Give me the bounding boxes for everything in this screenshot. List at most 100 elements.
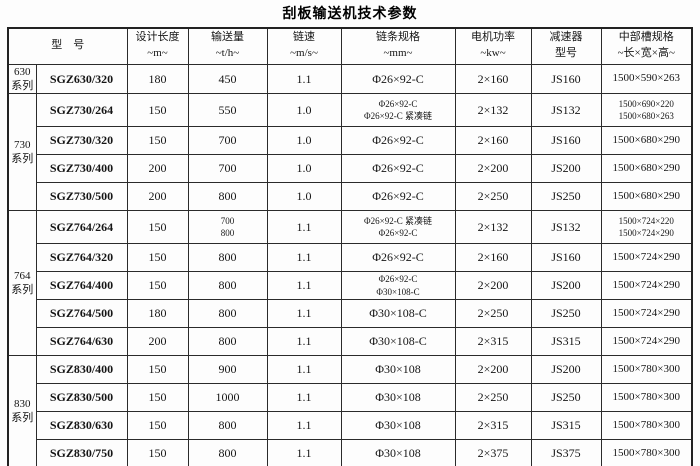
cell-capacity: 800 (187, 243, 268, 273)
cell-design-length: 150 (126, 243, 189, 273)
cell-chain-spec: Φ26×92-C (340, 154, 456, 184)
cell-chain-spec: Φ30×108 (340, 383, 456, 413)
table-row: 830 系列 SGZ830/400 150 900 1.1 Φ30×108 2×… (7, 355, 693, 466)
cell-design-length: 150 (126, 210, 189, 245)
cell-motor-power: 2×375 (454, 439, 532, 466)
cell-reducer: JS250 (530, 299, 602, 329)
cell-chain-speed: 1.1 (266, 271, 342, 301)
cell-design-length: 180 (126, 299, 189, 329)
table-row: SGZ830/630 150 800 1.1 Φ30×108 2×315 JS3… (8, 411, 693, 441)
cell-design-length: 200 (126, 154, 189, 184)
cell-design-length: 150 (126, 271, 189, 301)
cell-reducer: JS132 (530, 210, 602, 245)
cell-capacity: 800 (187, 182, 268, 212)
cell-chain-speed: 1.1 (266, 210, 342, 245)
cell-reducer: JS250 (530, 383, 602, 413)
cell-capacity: 700 (187, 126, 268, 156)
cell-chain-speed: 1.1 (266, 355, 342, 385)
cell-chain-speed: 1.0 (266, 154, 342, 184)
cell-trough-spec: 1500×780×300 (600, 411, 693, 441)
header-design-length: 设计长度 ~m~ (126, 27, 189, 65)
cell-motor-power: 2×160 (454, 126, 532, 156)
cell-model: SGZ730/500 (35, 182, 128, 212)
series-label-730: 730 系列 (7, 93, 37, 212)
cell-capacity: 550 (187, 93, 268, 128)
cell-capacity: 450 (187, 63, 268, 95)
cell-design-length: 150 (126, 93, 189, 128)
cell-design-length: 150 (126, 355, 189, 385)
cell-capacity: 900 (187, 355, 268, 385)
cell-design-length: 150 (126, 126, 189, 156)
cell-capacity: 700 (187, 154, 268, 184)
cell-model: SGZ730/320 (35, 126, 128, 156)
header-chain-spec: 链条规格 ~mm~ (340, 27, 456, 65)
cell-capacity: 1000 (187, 383, 268, 413)
cell-chain-spec: Φ26×92-C (340, 126, 456, 156)
cell-motor-power: 2×200 (454, 154, 532, 184)
cell-chain-speed: 1.0 (266, 93, 342, 128)
cell-motor-power: 2×132 (454, 210, 532, 245)
cell-chain-spec: Φ30×108-C (340, 299, 456, 329)
table-row: 730 系列 SGZ730/264 150 550 1.0 Φ26×92-C Φ… (7, 93, 693, 212)
cell-motor-power: 2×160 (454, 243, 532, 273)
cell-motor-power: 2×132 (454, 93, 532, 128)
cell-reducer: JS200 (530, 154, 602, 184)
cell-reducer: JS132 (530, 93, 602, 128)
cell-capacity: 800 (187, 327, 268, 357)
cell-reducer: JS160 (530, 63, 602, 95)
cell-chain-speed: 1.1 (266, 383, 342, 413)
cell-model: SGZ830/750 (35, 439, 128, 466)
cell-trough-spec: 1500×590×263 (600, 63, 693, 95)
cell-chain-speed: 1.1 (266, 411, 342, 441)
cell-model: SGZ730/400 (35, 154, 128, 184)
cell-design-length: 150 (126, 383, 189, 413)
header-row: 型 号 设计长度 ~m~ 输送量 ~t/h~ 链速 ~m/s~ 链条规格 ~mm… (7, 27, 693, 65)
cell-chain-spec: Φ30×108 (340, 355, 456, 385)
cell-chain-speed: 1.1 (266, 243, 342, 273)
table-row: SGZ764/630 200 800 1.1 Φ30×108-C 2×315 J… (8, 327, 693, 357)
cell-motor-power: 2×250 (454, 383, 532, 413)
page-title: 刮板输送机技术参数 (282, 5, 418, 21)
cell-motor-power: 2×315 (454, 411, 532, 441)
header-motor-power: 电机功率 ~kw~ (454, 27, 532, 65)
table-row: SGZ764/500 180 800 1.1 Φ30×108-C 2×250 J… (8, 299, 693, 329)
header-trough-spec: 中部槽规格 ~长×宽×高~ (600, 27, 693, 65)
cell-trough-spec: 1500×724×220 1500×724×290 (600, 210, 693, 245)
table-row: SGZ764/400 150 800 1.1 Φ26×92-C Φ30×108-… (8, 271, 693, 301)
cell-trough-spec: 1500×680×290 (600, 154, 693, 184)
cell-motor-power: 2×250 (454, 299, 532, 329)
cell-reducer: JS315 (530, 411, 602, 441)
cell-reducer: JS315 (530, 327, 602, 357)
cell-chain-spec: Φ26×92-C (340, 63, 456, 95)
table-row: SGZ730/500 200 800 1.0 Φ26×92-C 2×250 JS… (8, 182, 693, 212)
cell-chain-spec: Φ30×108 (340, 411, 456, 441)
header-model: 型 号 (7, 27, 128, 65)
cell-reducer: JS160 (530, 243, 602, 273)
cell-model: SGZ764/320 (35, 243, 128, 273)
cell-motor-power: 2×200 (454, 271, 532, 301)
cell-motor-power: 2×160 (454, 63, 532, 95)
cell-capacity: 800 (187, 299, 268, 329)
cell-design-length: 150 (126, 411, 189, 441)
cell-reducer: JS200 (530, 355, 602, 385)
header-capacity: 输送量 ~t/h~ (187, 27, 268, 65)
table-row: 764 系列 SGZ764/264 150 700 800 1.1 Φ26×92… (7, 210, 693, 357)
cell-trough-spec: 1500×724×290 (600, 299, 693, 329)
cell-capacity: 800 (187, 439, 268, 466)
cell-trough-spec: 1500×680×290 (600, 182, 693, 212)
cell-chain-speed: 1.0 (266, 182, 342, 212)
cell-motor-power: 2×200 (454, 355, 532, 385)
cell-capacity: 800 (187, 271, 268, 301)
cell-design-length: 200 (126, 327, 189, 357)
cell-design-length: 150 (126, 439, 189, 466)
cell-chain-speed: 1.1 (266, 63, 342, 95)
cell-capacity: 800 (187, 411, 268, 441)
cell-model: SGZ764/630 (35, 327, 128, 357)
cell-reducer: JS200 (530, 271, 602, 301)
cell-model: SGZ730/264 (35, 93, 128, 128)
cell-model: SGZ764/500 (35, 299, 128, 329)
cell-chain-spec: Φ26×92-C (340, 182, 456, 212)
cell-chain-spec: Φ26×92-C 紧凑链 Φ26×92-C (340, 210, 456, 245)
header-chain-speed: 链速 ~m/s~ (266, 27, 342, 65)
cell-model: SGZ830/630 (35, 411, 128, 441)
